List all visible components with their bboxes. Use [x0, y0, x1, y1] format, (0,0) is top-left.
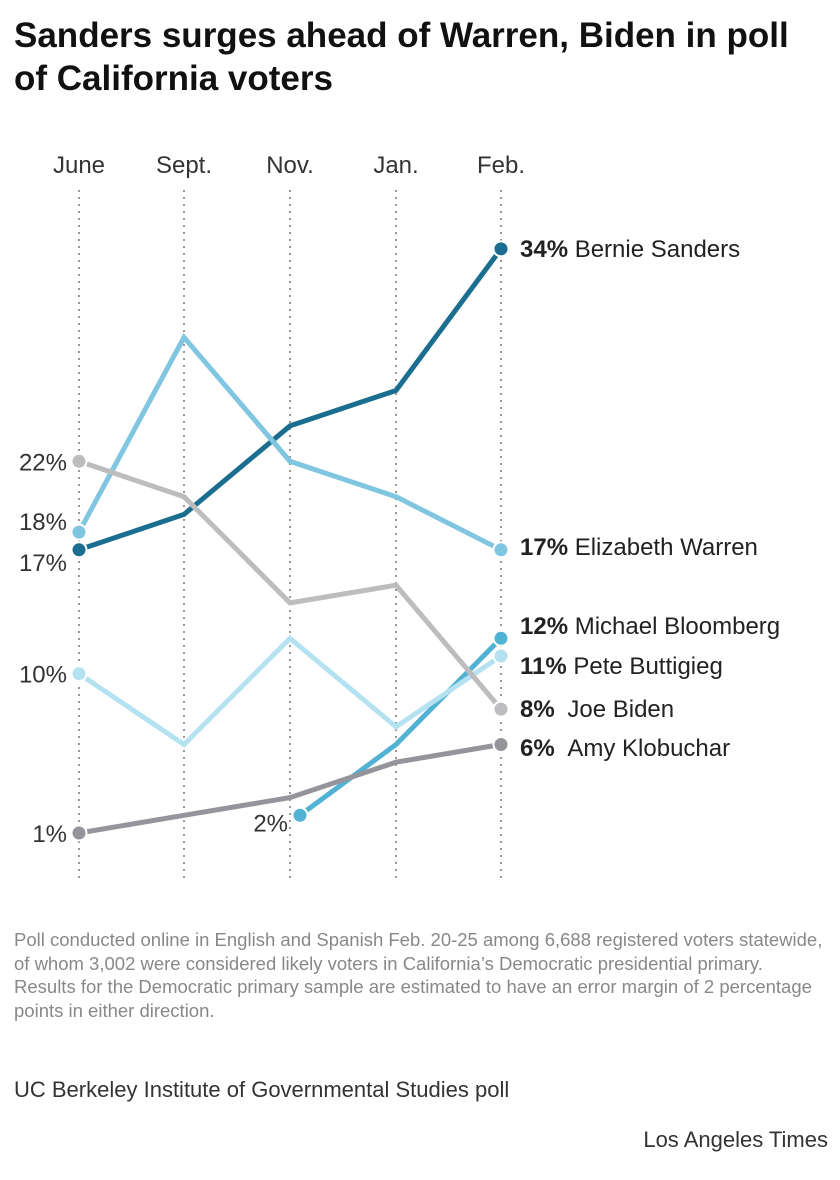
- end-label: 11% Pete Buttigieg: [520, 653, 723, 680]
- series-line: [298, 636, 503, 818]
- series-name: Bernie Sanders: [575, 236, 740, 263]
- end-label: 34% Bernie Sanders: [520, 236, 740, 263]
- line-chart: June Sept. Nov. Jan. Feb. 17% 34% Bernie Sande…: [19, 152, 780, 878]
- end-value: 11%: [520, 653, 573, 680]
- end-point: [492, 240, 510, 258]
- end-label: 12% Michael Bloomberg: [520, 613, 780, 640]
- series-line: [76, 333, 503, 553]
- series-name: Pete Buttigieg: [573, 653, 722, 680]
- series-name: Elizabeth Warren: [575, 534, 758, 561]
- chart-title: Sanders surges ahead of Warren, Biden in…: [14, 16, 789, 98]
- series-line: [78, 458, 503, 711]
- x-tick-label: Jan.: [373, 152, 418, 179]
- series-name: Michael Bloomberg: [575, 613, 780, 640]
- end-point: [492, 647, 510, 665]
- start-value-label: 1%: [32, 821, 67, 848]
- series-line: [78, 742, 502, 836]
- start-value-label: 10%: [19, 662, 67, 689]
- x-tick-label: Feb.: [477, 152, 525, 179]
- series-line: [77, 634, 503, 748]
- series-line: [78, 247, 504, 553]
- series-name: Amy Klobuchar: [567, 735, 730, 762]
- x-tick-label: Sept.: [156, 152, 212, 179]
- end-value: 8%: [520, 696, 561, 723]
- series-name: Joe Biden: [567, 696, 674, 723]
- end-point: [492, 736, 510, 753]
- start-point: [70, 523, 88, 541]
- end-label: 8% Joe Biden: [520, 696, 674, 723]
- credit-text: Los Angeles Times: [643, 1127, 828, 1152]
- start-point: [70, 541, 88, 559]
- end-value: 6%: [520, 735, 561, 762]
- end-label: 6% Amy Klobuchar: [520, 735, 730, 762]
- start-value-label: 17%: [19, 550, 67, 577]
- start-value-label: 22%: [19, 449, 67, 476]
- methodology-note: Poll conducted online in English and Spa…: [14, 929, 823, 1021]
- end-value: 34%: [520, 236, 575, 263]
- source-text: UC Berkeley Institute of Governmental St…: [14, 1077, 510, 1102]
- x-tick-label: Nov.: [266, 152, 314, 179]
- start-value-label: 18%: [19, 509, 67, 536]
- start-point: [70, 665, 88, 683]
- end-value: 12%: [520, 613, 575, 640]
- start-point: [70, 824, 88, 842]
- start-point: [70, 452, 88, 470]
- end-point: [492, 700, 510, 718]
- start-value-label: 2%: [253, 810, 288, 837]
- end-point: [492, 541, 510, 559]
- start-point: [291, 806, 309, 824]
- end-value: 17%: [520, 534, 575, 561]
- end-label: 17% Elizabeth Warren: [520, 534, 758, 561]
- x-tick-label: June: [53, 152, 105, 179]
- end-point: [492, 629, 510, 647]
